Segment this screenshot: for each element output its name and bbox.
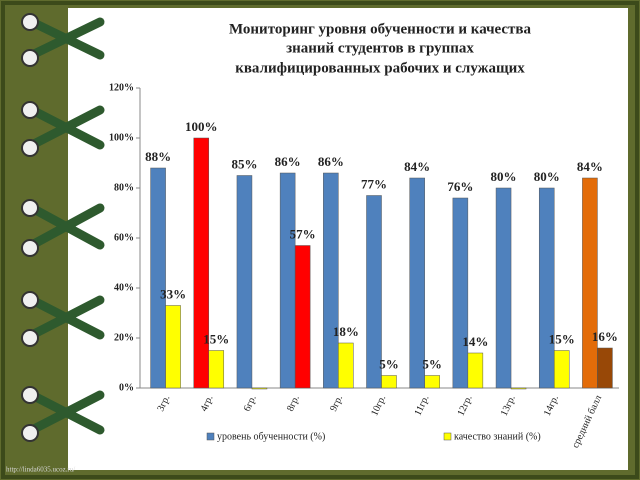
data-label: 77% [361,176,387,191]
data-label: 15% [203,331,229,346]
watermark: http://linda6035.ucoz.ru/ [6,466,75,474]
data-label: 86% [318,154,344,169]
lacing [27,17,105,435]
bar [251,387,268,390]
data-label: 18% [333,324,359,339]
legend-swatch [443,432,452,441]
bar [538,187,555,389]
bar [323,172,339,389]
bar [236,175,253,389]
bar [294,245,311,389]
chart-title: знаний студентов в группах [286,40,474,56]
y-tick-label: 40% [114,282,134,293]
chart-title: Мониторинг уровня обученности и качества [229,21,532,37]
y-tick-label: 80% [114,182,134,193]
y-tick-label: 60% [114,232,134,243]
legend-label: качество знаний (%) [454,431,541,442]
bar [582,177,598,389]
data-label: 5% [422,356,442,371]
data-label: 80% [534,169,560,184]
data-label: 16% [592,329,618,344]
bar [193,137,210,389]
y-tick-label: 120% [109,82,134,93]
bar [597,347,613,389]
data-label: 86% [275,154,301,169]
bar [409,177,425,389]
legend-label: уровень обученности (%) [217,431,325,442]
eyelets [21,13,39,442]
data-label: 5% [379,356,399,371]
bar [338,342,354,389]
data-label: 33% [160,286,186,301]
data-label: 88% [145,149,171,164]
data-label: 80% [491,169,517,184]
data-label: 84% [404,159,430,174]
bar [424,375,440,389]
bar [150,167,166,389]
y-tick-label: 20% [114,332,134,343]
y-tick-label: 0% [119,382,134,393]
bar [452,197,469,389]
bar [165,305,181,389]
bar [279,172,296,389]
data-label: 76% [447,179,473,194]
data-label: 84% [577,159,603,174]
data-label: 15% [549,331,575,346]
data-label: 85% [231,156,257,171]
data-label: 57% [290,226,316,241]
bar [381,375,397,389]
bar [208,350,225,389]
bar [366,195,382,389]
data-label: 100% [185,119,218,134]
bar [467,352,484,389]
data-label: 14% [462,334,488,349]
y-tick-label: 100% [109,132,134,143]
bar [495,187,512,389]
bar [553,350,570,389]
chart-title: квалифицированных рабочих и служащих [235,60,525,76]
bar [510,387,527,390]
legend-swatch [206,432,215,441]
